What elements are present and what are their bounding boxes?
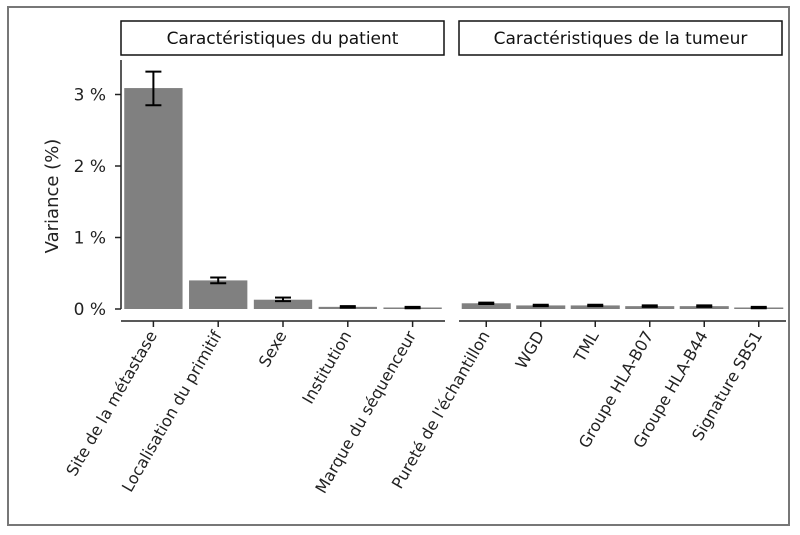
y-axis-title: Variance (%) [42,139,63,254]
bar [516,305,566,309]
bar [189,280,248,309]
x-tick-label: Sexe [255,328,291,371]
x-tick-label: WGD [511,328,548,373]
y-tick-label: 0 % [74,300,106,320]
y-tick-label: 3 % [74,86,106,106]
bar [253,299,313,309]
panel-title: Caractéristiques du patient [167,29,399,49]
y-tick-label: 2 % [74,157,106,177]
bar [124,88,183,309]
x-tick-label: Institution [298,328,355,408]
panel-title-box [458,20,783,56]
bar [461,303,511,309]
bar [570,305,620,309]
panel-title: Caractéristiques de la tumeur [494,29,748,49]
x-tick-label: TML [570,327,603,366]
y-tick-label: 1 % [74,229,106,249]
panel-title-box [120,20,445,56]
